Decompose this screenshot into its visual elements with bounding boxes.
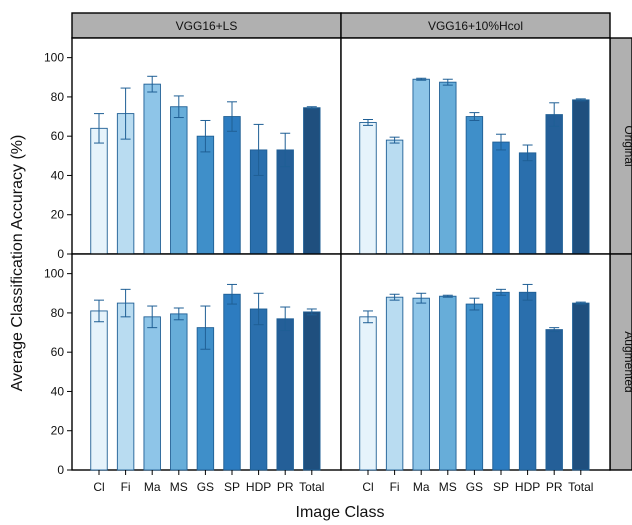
panel: [71, 253, 342, 471]
column-strip: [71, 12, 342, 39]
bar: [143, 316, 161, 471]
bar: [359, 121, 377, 255]
x-tick-label: HDP: [515, 480, 540, 494]
x-tick-label: Fi: [390, 480, 400, 494]
bar: [492, 291, 510, 471]
y-tick-label: 20: [51, 424, 65, 438]
row-strip-label: Augmented: [622, 331, 632, 392]
x-tick-label: MS: [439, 480, 457, 494]
bar: [412, 297, 430, 471]
bar: [572, 302, 590, 471]
y-tick-label: 80: [51, 90, 65, 104]
bar: [196, 135, 215, 255]
x-tick-label: Fi: [121, 480, 131, 494]
bar: [276, 318, 294, 471]
panel-layer: [71, 37, 611, 471]
bar: [572, 99, 590, 255]
y-tick-label: 80: [51, 306, 65, 320]
bar: [143, 83, 161, 255]
panel: [340, 37, 611, 255]
x-tick-label: HDP: [246, 480, 271, 494]
x-tick-label: SP: [493, 480, 509, 494]
bar: [385, 296, 404, 471]
y-tick-label: 20: [51, 208, 65, 222]
bar: [90, 310, 108, 471]
column-strip-label: VGG16+10%Hcol: [428, 19, 523, 33]
bar: [116, 302, 135, 471]
bar: [439, 81, 457, 255]
row-strip-label: Original: [622, 125, 632, 166]
bar: [465, 303, 484, 471]
bar: [359, 316, 377, 471]
bar: [170, 313, 188, 471]
y-tick-label: 40: [51, 384, 65, 398]
bar: [518, 291, 537, 471]
x-tick-label: PR: [277, 480, 294, 494]
bar: [518, 152, 537, 255]
x-tick-label: Cl: [93, 480, 104, 494]
bar: [439, 295, 457, 471]
bar: [545, 114, 563, 255]
bar: [249, 308, 268, 471]
bar: [545, 329, 563, 471]
y-tick-label: 40: [51, 168, 65, 182]
y-axis-title: Average Classification Accuracy (%): [9, 135, 26, 392]
bar: [303, 311, 321, 471]
axis-layer: 0 20 40 60 80 100 0 20 40 60 80 100 Cl Fi Ma MS GS SP HDP P…: [44, 51, 594, 494]
y-tick-label: 0: [57, 463, 64, 477]
x-tick-label: Ma: [413, 480, 430, 494]
x-tick-label: GS: [197, 480, 214, 494]
bar: [223, 116, 241, 255]
y-tick-label: 60: [51, 129, 65, 143]
y-tick-label: 60: [51, 345, 65, 359]
bar: [465, 116, 484, 255]
bar: [385, 139, 404, 255]
x-tick-label: GS: [466, 480, 483, 494]
x-tick-label: MS: [170, 480, 188, 494]
x-axis-title: Image Class: [296, 504, 385, 521]
column-strip-label: VGG16+LS: [176, 19, 238, 33]
panel: [71, 37, 342, 255]
bar: [492, 141, 510, 255]
x-tick-label: SP: [224, 480, 240, 494]
x-tick-label: Ma: [144, 480, 161, 494]
bar: [412, 78, 430, 255]
y-tick-label: 100: [44, 51, 64, 65]
bar: [303, 107, 321, 255]
bar: [90, 127, 108, 255]
bar: [223, 293, 241, 471]
x-tick-label: Cl: [362, 480, 373, 494]
bar: [170, 106, 188, 255]
y-tick-label: 0: [57, 247, 64, 261]
x-tick-label: Total: [299, 480, 324, 494]
y-tick-label: 100: [44, 267, 64, 281]
x-tick-label: PR: [546, 480, 563, 494]
panel: [340, 253, 611, 471]
x-tick-label: Total: [568, 480, 593, 494]
